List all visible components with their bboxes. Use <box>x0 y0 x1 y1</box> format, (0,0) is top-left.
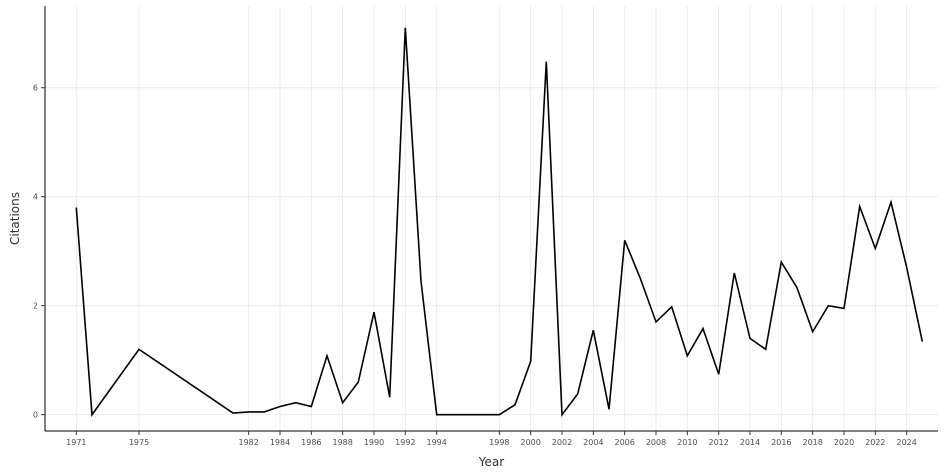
x-tick-label: 2020 <box>834 438 854 447</box>
x-axis-title: Year <box>478 455 504 468</box>
x-tick-label: 2022 <box>865 438 885 447</box>
x-tick-label: 2010 <box>677 438 697 447</box>
x-tick-label: 2004 <box>583 438 603 447</box>
x-tick-label: 1984 <box>270 438 290 447</box>
x-tick-label: 2014 <box>740 438 760 447</box>
y-tick-label: 2 <box>33 302 38 311</box>
x-tick-label: 2024 <box>896 438 916 447</box>
x-tick-label: 1990 <box>364 438 384 447</box>
x-tick-label: 1975 <box>129 438 149 447</box>
x-tick-label: 1994 <box>426 438 446 447</box>
x-tick-label: 1998 <box>489 438 509 447</box>
x-tick-label: 2006 <box>614 438 634 447</box>
x-tick-label: 2012 <box>708 438 728 447</box>
x-tick-label: 2008 <box>646 438 666 447</box>
x-tick-label: 2002 <box>552 438 572 447</box>
x-tick-label: 2018 <box>802 438 822 447</box>
x-tick-label: 1982 <box>238 438 258 447</box>
x-tick-label: 1986 <box>301 438 321 447</box>
y-tick-label: 4 <box>33 193 38 202</box>
y-tick-label: 6 <box>33 84 38 93</box>
x-tick-label: 2000 <box>520 438 540 447</box>
x-tick-label: 1992 <box>395 438 415 447</box>
tick-labels: 0 2 4 6 1971 1975 1982 1984 1986 1988 1990 1992 1994… <box>33 84 917 447</box>
gridlines <box>45 6 938 431</box>
axes <box>41 6 938 435</box>
x-tick-label: 1971 <box>66 438 86 447</box>
x-tick-label: 2016 <box>771 438 791 447</box>
y-tick-label: 0 <box>33 411 38 420</box>
y-axis-title: Citations <box>8 192 22 245</box>
x-tick-label: 1988 <box>332 438 352 447</box>
